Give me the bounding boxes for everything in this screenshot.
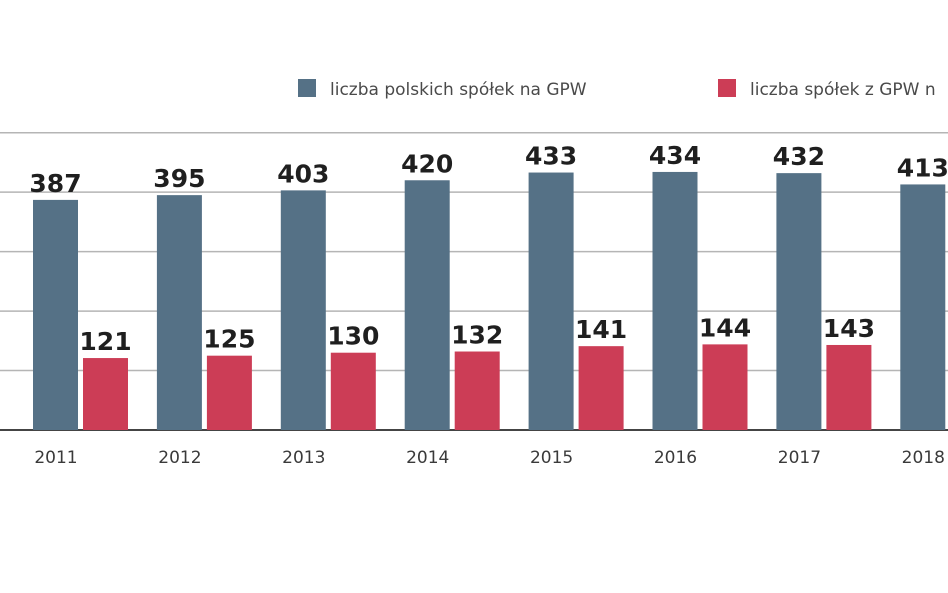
x-tick-2011: 2011 [34,448,77,468]
legend: liczba polskich spółek na GPW liczba spó… [298,79,936,100]
legend-swatch-polish-companies [298,79,316,97]
bars [33,171,946,430]
value-label-polish-2017: 432 [773,142,825,171]
bar-polish-2017 [776,173,822,430]
bar-foreign-2011 [83,358,128,430]
x-tick-labels: 2011 2012 2013 2014 2015 2016 2017 2018 [34,448,945,468]
bar-foreign-2015 [578,346,624,430]
bar-foreign-2012 [206,355,252,430]
value-label-foreign-2016: 144 [699,313,751,342]
bar-polish-2014 [404,180,450,430]
value-label-foreign-2013: 130 [327,322,379,351]
value-label-polish-2015: 433 [525,142,577,171]
value-label-foreign-2017: 143 [823,314,875,343]
x-tick-2017: 2017 [778,448,821,468]
legend-swatch-foreign-companies [718,79,736,97]
legend-label-polish-companies: liczba polskich spółek na GPW [330,80,587,100]
value-label-polish-2016: 434 [649,141,701,170]
x-tick-2015: 2015 [530,448,573,468]
bar-foreign-2016 [702,344,748,430]
x-tick-2016: 2016 [654,448,697,468]
bar-polish-2013 [280,190,326,430]
value-label-polish-2014: 420 [401,149,453,178]
value-label-foreign-2012: 125 [203,325,255,354]
value-labels: 387 121 395 125 403 130 420 132 433 141 434 144 432 1… [29,141,948,356]
x-tick-2014: 2014 [406,448,449,468]
bar-polish-2011 [33,199,78,430]
x-tick-2012: 2012 [158,448,201,468]
bar-foreign-2013 [330,352,376,430]
bar-foreign-2017 [826,344,872,430]
value-label-foreign-2014: 132 [451,321,503,350]
bar-foreign-2014 [454,351,500,430]
value-label-polish-2018: 413 [897,153,948,182]
value-label-foreign-2011: 121 [79,327,131,356]
x-tick-2013: 2013 [282,448,325,468]
value-label-polish-2013: 403 [277,159,329,188]
x-tick-2018: 2018 [902,448,945,468]
bar-polish-2012 [156,195,202,430]
value-label-polish-2012: 395 [153,164,205,193]
legend-label-foreign-companies: liczba spółek z GPW n [750,80,936,100]
bar-polish-2015 [528,172,574,430]
bar-polish-2018 [900,184,946,430]
value-label-polish-2011: 387 [29,169,81,198]
bar-polish-2016 [652,171,698,430]
value-label-foreign-2015: 141 [575,315,627,344]
